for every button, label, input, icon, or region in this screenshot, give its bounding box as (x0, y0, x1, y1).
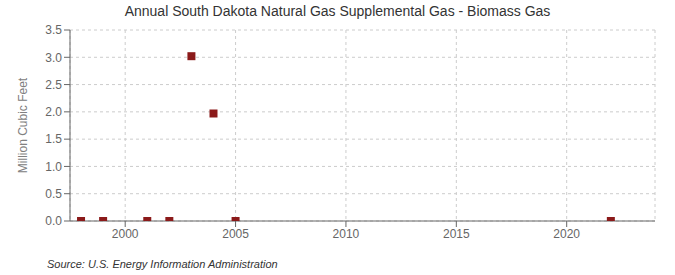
svg-text:2010: 2010 (333, 227, 360, 241)
svg-text:3.5: 3.5 (45, 23, 62, 37)
html-text:Source: U.S. Energy Informatio: Source: U.S. Energy Information Administ… (47, 258, 278, 270)
svg-text:2.5: 2.5 (45, 78, 62, 92)
svg-text:0.5: 0.5 (45, 187, 62, 201)
svg-text:1.5: 1.5 (45, 132, 62, 146)
svg-text:2020: 2020 (553, 227, 580, 241)
html-text:Annual South Dakota Natural Ga: Annual South Dakota Natural Gas Suppleme… (124, 3, 551, 19)
svg-text:2000: 2000 (112, 227, 139, 241)
svg-text:2.0: 2.0 (45, 105, 62, 119)
svg-text:Million Cubic Feet: Million Cubic Feet (16, 77, 30, 173)
svg-text:2015: 2015 (443, 227, 470, 241)
svg-text:1.0: 1.0 (45, 160, 62, 174)
svg-text:2005: 2005 (222, 227, 249, 241)
svg-text:3.0: 3.0 (45, 51, 62, 65)
svg-text:0.0: 0.0 (45, 214, 62, 228)
